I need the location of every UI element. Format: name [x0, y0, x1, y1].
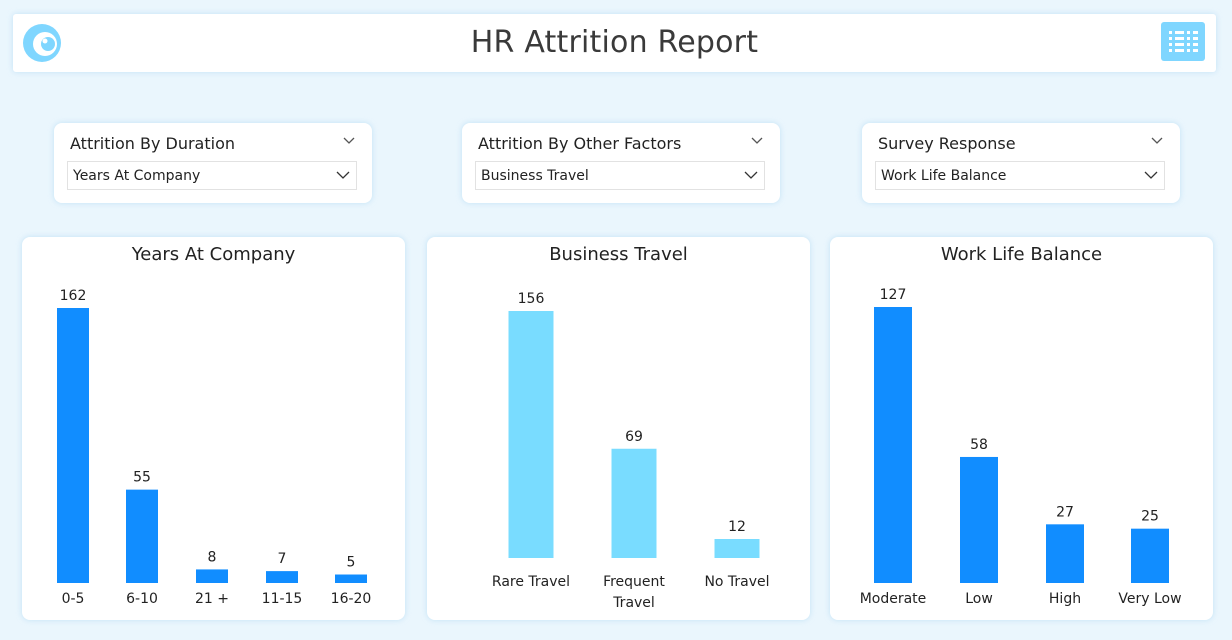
- logo-icon: [23, 24, 61, 62]
- bar[interactable]: [714, 539, 760, 558]
- bar[interactable]: [335, 574, 367, 583]
- bar[interactable]: [126, 489, 158, 583]
- category-label: 0-5: [62, 591, 85, 607]
- data-label: 58: [970, 437, 988, 453]
- category-label: No Travel: [704, 574, 769, 590]
- slicer-dropdown[interactable]: Business Travel: [475, 161, 765, 190]
- menu-grid-icon: [1169, 31, 1198, 52]
- slicer-selected-value: Years At Company: [73, 168, 201, 184]
- chevron-down-icon: [336, 171, 350, 179]
- data-label: 27: [1056, 504, 1074, 520]
- chart-title: Years At Company: [131, 244, 296, 265]
- category-label: Rare Travel: [492, 574, 570, 590]
- chevron-down-icon: [744, 171, 758, 179]
- category-label: Moderate: [860, 591, 927, 607]
- chevron-down-icon[interactable]: [751, 137, 763, 145]
- slicer-dropdown[interactable]: Work Life Balance: [875, 161, 1165, 190]
- slicer-survey-response: Survey Response Work Life Balance: [862, 123, 1180, 203]
- chart-panel-work-life-balance: Work Life Balance 127 Moderate 58 Low 27 High…: [830, 237, 1213, 620]
- page-title: HR Attrition Report: [470, 25, 759, 60]
- bar-chart-work-life-balance: 127 Moderate 58 Low 27 High 25 Very Low: [860, 287, 1182, 607]
- category-label: Frequent Travel: [603, 574, 665, 611]
- data-label: 7: [278, 551, 287, 567]
- category-label: Low: [965, 591, 993, 607]
- slicer-selected-value: Work Life Balance: [881, 168, 1007, 184]
- slicer-label: Attrition By Duration: [70, 134, 235, 153]
- bar-chart-years-at-company: 162 0-5 55 6-10 8 21 + 7 11-15 5 16-20: [57, 288, 372, 607]
- bar[interactable]: [611, 448, 657, 558]
- slicer-label: Survey Response: [878, 134, 1016, 153]
- menu-button[interactable]: [1161, 22, 1205, 61]
- data-label: 55: [133, 470, 151, 486]
- bar-chart-business-travel: 156 Rare Travel 69 Frequent Travel 12 No Trave…: [492, 291, 770, 611]
- slicer-dropdown[interactable]: Years At Company: [67, 161, 357, 190]
- category-label: 6-10: [126, 591, 158, 607]
- category-label: Very Low: [1118, 591, 1181, 607]
- slicer-attrition-by-other-factors: Attrition By Other Factors Business Trav…: [462, 123, 780, 203]
- chevron-down-icon[interactable]: [1151, 137, 1163, 145]
- chart-panel-business-travel: Business Travel 156 Rare Travel 69 Frequent…: [427, 237, 810, 620]
- chart-title: Business Travel: [549, 244, 688, 265]
- chevron-down-icon[interactable]: [343, 137, 355, 145]
- data-label: 12: [728, 519, 746, 535]
- data-label: 156: [518, 291, 545, 307]
- slicer-label: Attrition By Other Factors: [478, 134, 682, 153]
- bar[interactable]: [57, 308, 89, 583]
- category-label: 16-20: [331, 591, 372, 607]
- bar[interactable]: [508, 311, 554, 558]
- bar[interactable]: [874, 307, 912, 583]
- bar[interactable]: [196, 569, 228, 583]
- chart-panel-years-at-company: Years At Company 162 0-5 55 6-10 8 21 + 7 11-15…: [22, 237, 405, 620]
- chevron-down-icon: [1144, 171, 1158, 179]
- chart-title: Work Life Balance: [940, 244, 1103, 265]
- category-label: 21 +: [195, 591, 229, 607]
- data-label: 8: [208, 549, 217, 565]
- report-header: HR Attrition Report: [13, 14, 1216, 72]
- category-label: 11-15: [262, 591, 303, 607]
- data-label: 69: [625, 429, 643, 445]
- bar[interactable]: [960, 456, 998, 583]
- bar[interactable]: [266, 571, 298, 583]
- data-label: 5: [347, 555, 356, 571]
- category-label: High: [1049, 591, 1081, 607]
- bar[interactable]: [1046, 524, 1084, 583]
- data-label: 162: [60, 288, 87, 304]
- data-label: 127: [880, 287, 907, 303]
- slicer-attrition-by-duration: Attrition By Duration Years At Company: [54, 123, 372, 203]
- bar[interactable]: [1131, 528, 1169, 583]
- slicer-selected-value: Business Travel: [481, 168, 589, 184]
- data-label: 25: [1141, 509, 1159, 525]
